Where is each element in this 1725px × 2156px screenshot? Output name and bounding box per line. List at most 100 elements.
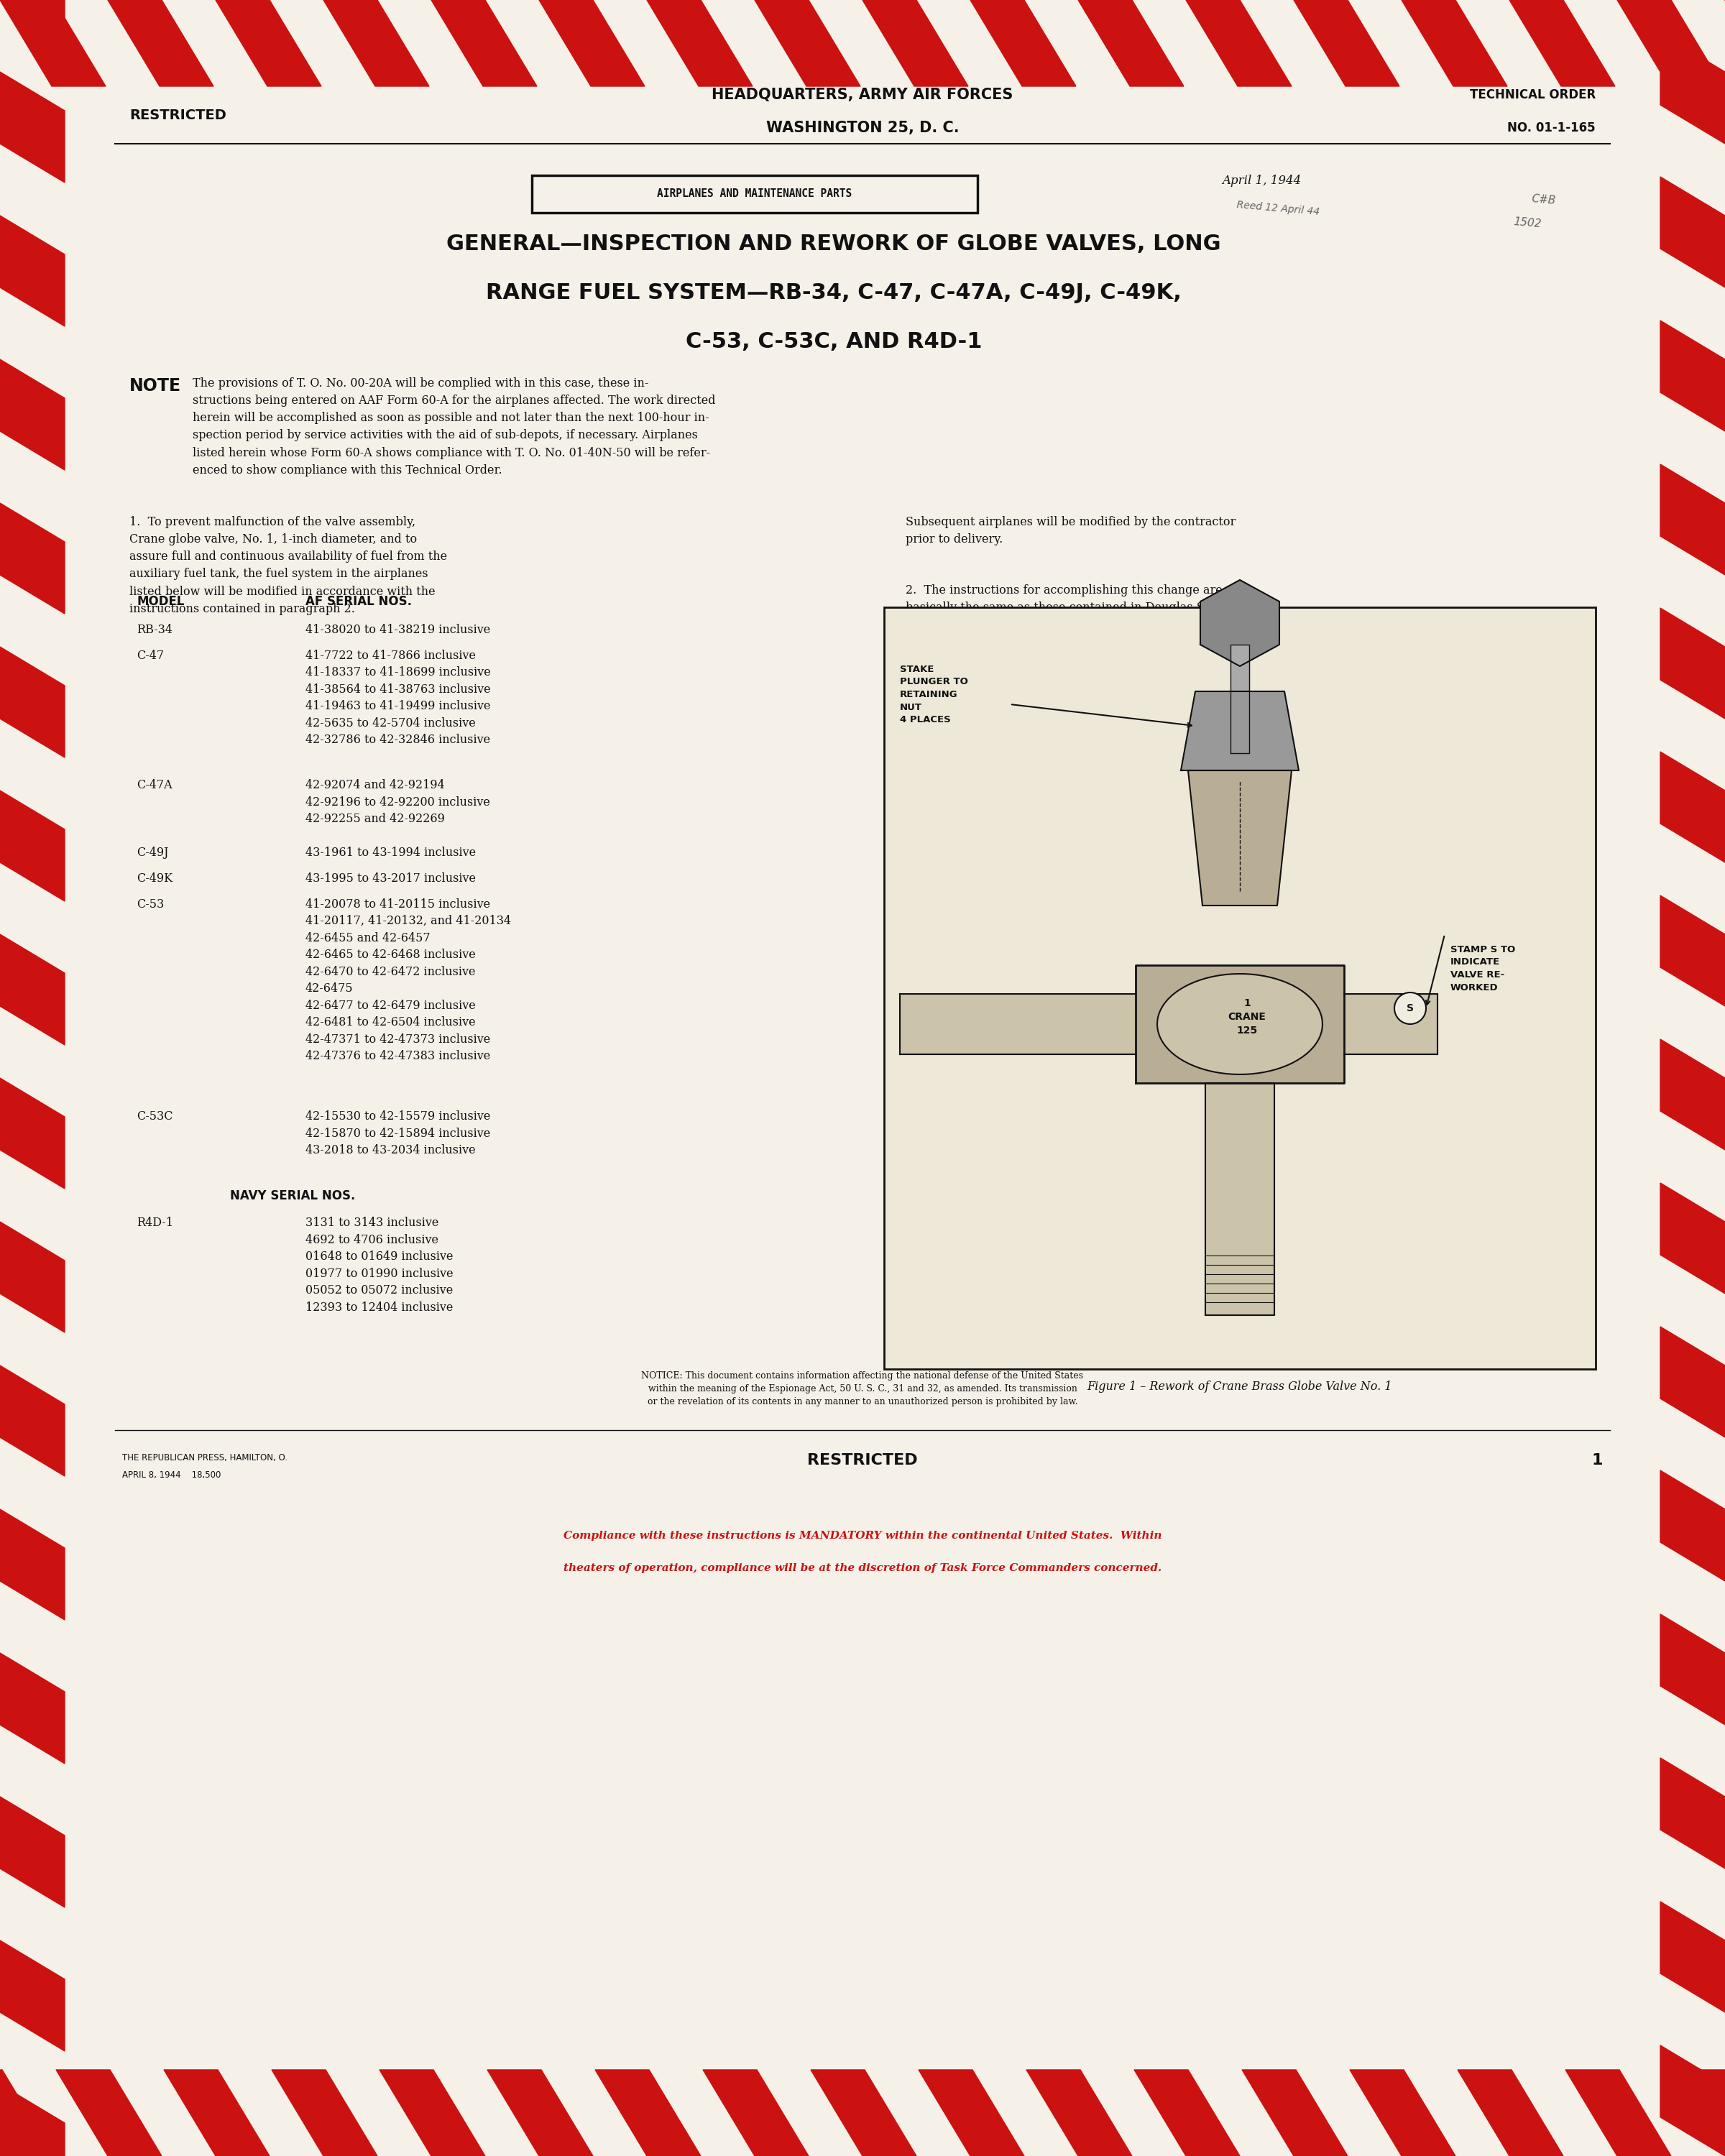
Text: STAMP S TO
INDICATE
VALVE RE-
WORKED: STAMP S TO INDICATE VALVE RE- WORKED <box>1451 944 1515 992</box>
Text: RESTRICTED: RESTRICTED <box>807 1453 918 1468</box>
Polygon shape <box>1230 645 1249 752</box>
Polygon shape <box>1078 0 1183 86</box>
Text: Compliance with these instructions is MANDATORY within the continental United St: Compliance with these instructions is MA… <box>564 1531 1161 1542</box>
Polygon shape <box>1659 1184 1725 1294</box>
Polygon shape <box>0 1222 66 1332</box>
Polygon shape <box>1659 321 1725 431</box>
Polygon shape <box>595 2070 700 2156</box>
Polygon shape <box>0 1078 66 1188</box>
FancyBboxPatch shape <box>531 175 978 213</box>
Polygon shape <box>1157 975 1323 1074</box>
Polygon shape <box>216 0 321 86</box>
Text: C-53, C-53C, AND R4D-1: C-53, C-53C, AND R4D-1 <box>685 332 982 351</box>
Bar <box>885 608 1596 1369</box>
Polygon shape <box>1659 752 1725 862</box>
Polygon shape <box>0 502 66 614</box>
Text: 41-7722 to 41-7866 inclusive
41-18337 to 41-18699 inclusive
41-38564 to 41-38763: 41-7722 to 41-7866 inclusive 41-18337 to… <box>305 649 490 746</box>
Text: C-49K: C-49K <box>136 873 172 884</box>
Polygon shape <box>0 1509 66 1619</box>
Text: NOTE: NOTE <box>129 377 181 395</box>
Polygon shape <box>704 2070 809 2156</box>
Text: AF SERIAL NOS.: AF SERIAL NOS. <box>305 595 412 608</box>
Polygon shape <box>324 0 430 86</box>
Polygon shape <box>164 2070 269 2156</box>
Text: April 1, 1944: April 1, 1944 <box>1221 175 1301 188</box>
Polygon shape <box>1566 2070 1672 2156</box>
Text: AIRPLANES AND MAINTENANCE PARTS: AIRPLANES AND MAINTENANCE PARTS <box>657 190 852 201</box>
Text: Reed 12 April 44: Reed 12 April 44 <box>1237 201 1320 218</box>
Text: THE REPUBLICAN PRESS, HAMILTON, O.: THE REPUBLICAN PRESS, HAMILTON, O. <box>122 1453 288 1462</box>
Polygon shape <box>380 2070 485 2156</box>
Polygon shape <box>1189 770 1292 906</box>
Text: 3131 to 3143 inclusive
4692 to 4706 inclusive
01648 to 01649 inclusive
01977 to : 3131 to 3143 inclusive 4692 to 4706 incl… <box>305 1216 454 1313</box>
Polygon shape <box>1242 2070 1347 2156</box>
Text: C-47: C-47 <box>136 649 164 662</box>
Polygon shape <box>0 2085 66 2156</box>
Polygon shape <box>1344 994 1437 1054</box>
Polygon shape <box>900 994 1135 1054</box>
Polygon shape <box>0 71 66 183</box>
Text: MODEL: MODEL <box>136 595 185 608</box>
Polygon shape <box>1659 1039 1725 1149</box>
Polygon shape <box>0 360 66 470</box>
Text: C-53: C-53 <box>136 899 164 910</box>
Polygon shape <box>0 791 66 901</box>
Circle shape <box>1394 992 1427 1024</box>
Polygon shape <box>538 0 645 86</box>
Polygon shape <box>1458 2070 1563 2156</box>
Polygon shape <box>1135 966 1344 1082</box>
Text: 1502: 1502 <box>1513 216 1542 229</box>
Polygon shape <box>862 0 968 86</box>
Text: APRIL 8, 1944    18,500: APRIL 8, 1944 18,500 <box>122 1470 221 1479</box>
Text: The provisions of T. O. No. 00-20A will be complied with in this case, these in-: The provisions of T. O. No. 00-20A will … <box>193 377 716 476</box>
Polygon shape <box>107 0 214 86</box>
Text: 2.  The instructions for accomplishing this change are
basically the same as tho: 2. The instructions for accomplishing th… <box>906 584 1239 632</box>
Polygon shape <box>1659 1326 1725 1438</box>
Text: WASHINGTON 25, D. C.: WASHINGTON 25, D. C. <box>766 121 959 136</box>
Polygon shape <box>0 1940 66 2050</box>
Text: 43-1995 to 43-2017 inclusive: 43-1995 to 43-2017 inclusive <box>305 873 476 884</box>
Polygon shape <box>1201 580 1280 666</box>
Polygon shape <box>1187 0 1292 86</box>
Polygon shape <box>919 2070 1025 2156</box>
Polygon shape <box>1182 692 1299 770</box>
Polygon shape <box>55 2070 162 2156</box>
Polygon shape <box>273 2070 378 2156</box>
Polygon shape <box>0 1654 66 1764</box>
Text: 41-38020 to 41-38219 inclusive: 41-38020 to 41-38219 inclusive <box>305 623 490 636</box>
Polygon shape <box>1351 2070 1456 2156</box>
Text: 41-20078 to 41-20115 inclusive
41-20117, 41-20132, and 41-20134
42-6455 and 42-6: 41-20078 to 41-20115 inclusive 41-20117,… <box>305 899 511 1063</box>
Polygon shape <box>0 2070 53 2156</box>
Text: 1: 1 <box>1592 1453 1603 1468</box>
Text: C-47A: C-47A <box>136 778 172 791</box>
Polygon shape <box>0 216 66 326</box>
Polygon shape <box>1659 2046 1725 2156</box>
Text: 42-92074 and 42-92194
42-92196 to 42-92200 inclusive
42-92255 and 42-92269: 42-92074 and 42-92194 42-92196 to 42-922… <box>305 778 490 826</box>
Polygon shape <box>811 2070 916 2156</box>
Text: TECHNICAL ORDER: TECHNICAL ORDER <box>1470 88 1596 101</box>
Polygon shape <box>1135 2070 1240 2156</box>
Text: S: S <box>1406 1003 1414 1013</box>
Text: NO. 01-1-165: NO. 01-1-165 <box>1508 121 1596 134</box>
Text: HEADQUARTERS, ARMY AIR FORCES: HEADQUARTERS, ARMY AIR FORCES <box>712 88 1013 101</box>
Text: R4D-1: R4D-1 <box>136 1216 172 1229</box>
Polygon shape <box>488 2070 593 2156</box>
Text: STAKE
PLUNGER TO
RETAINING
NUT
4 PLACES: STAKE PLUNGER TO RETAINING NUT 4 PLACES <box>900 664 968 724</box>
Polygon shape <box>1659 1470 1725 1580</box>
Text: 42-15530 to 42-15579 inclusive
42-15870 to 42-15894 inclusive
43-2018 to 43-2034: 42-15530 to 42-15579 inclusive 42-15870 … <box>305 1110 490 1156</box>
Polygon shape <box>1659 1902 1725 2012</box>
Polygon shape <box>1026 2070 1132 2156</box>
Polygon shape <box>1659 464 1725 576</box>
Text: theaters of operation, compliance will be at the discretion of Task Force Comman: theaters of operation, compliance will b… <box>564 1563 1161 1574</box>
Polygon shape <box>0 934 66 1046</box>
Polygon shape <box>1509 0 1615 86</box>
Text: 1.  To prevent malfunction of the valve assembly,
Crane globe valve, No. 1, 1-in: 1. To prevent malfunction of the valve a… <box>129 515 447 614</box>
Polygon shape <box>431 0 536 86</box>
Polygon shape <box>1659 1757 1725 1869</box>
Text: C-49J: C-49J <box>136 847 169 858</box>
Polygon shape <box>0 1365 66 1477</box>
Polygon shape <box>647 0 752 86</box>
Text: C#B: C#B <box>1532 194 1556 207</box>
Text: Subsequent airplanes will be modified by the contractor
prior to delivery.: Subsequent airplanes will be modified by… <box>906 515 1235 545</box>
Text: NAVY SERIAL NOS.: NAVY SERIAL NOS. <box>229 1190 355 1203</box>
